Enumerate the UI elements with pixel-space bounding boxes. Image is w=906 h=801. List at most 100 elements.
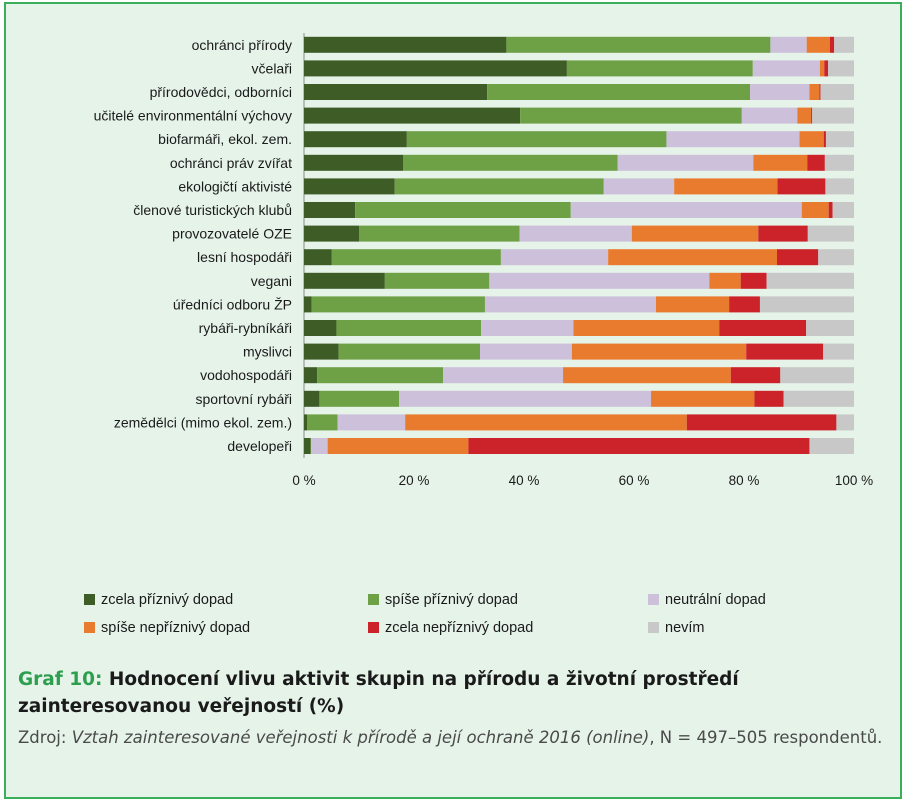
x-tick-label: 20 % [399,473,430,488]
category-label: ochránci přírody [192,37,292,53]
legend-label: zcela příznivý dopad [101,592,233,608]
bar-segment-4 [631,225,759,242]
bar-segment-4 [563,367,731,384]
legend-label: spíše nepříznivý dopad [101,620,250,636]
bar-segment-3 [337,414,406,431]
bar-segment-6 [834,36,854,53]
bar-segment-4 [327,438,469,454]
bar-segment-3 [741,107,798,124]
bar-segment-3 [603,178,675,195]
figure-caption: Graf 10: Hodnocení vlivu aktivit skupin … [18,666,884,752]
category-label: ochránci práv zvířat [170,155,292,171]
bar-segment-2 [520,107,742,124]
bar-segment-4 [797,107,812,124]
bar-segment-5 [719,320,807,336]
bar-segment-3 [480,343,572,360]
category-label: provozovatelé OZE [172,226,292,242]
bar-segment-6 [766,272,854,289]
bar-segment-2 [310,438,312,454]
legend-swatch [84,622,95,633]
bar-segment-2 [307,414,338,431]
stacked-bar-chart: ochránci přírody včelaři přírodovědci, odb… [84,33,873,636]
x-tick-label: 100 % [835,473,873,488]
bar-segment-5 [828,202,833,218]
bar-segment-5 [819,84,821,100]
bar-segment-1 [304,343,339,360]
legend-label: nevím [665,620,705,636]
bar-segment-6 [807,225,854,242]
bar-segment-1 [304,154,403,171]
caption-source-label: Zdroj: [18,728,67,747]
category-label: sportovní rybáři [196,391,292,407]
bar-segment-6 [806,320,854,336]
bar-segment-1 [304,60,567,77]
category-label: myslivci [243,344,292,360]
x-tick-label: 40 % [509,473,540,488]
bar-segment-3 [750,84,810,100]
bar-segment-2 [338,343,480,360]
category-label: přírodovědci, odborníci [150,84,292,100]
bar-segment-4 [819,60,825,77]
legend-swatch [368,594,379,605]
x-tick-label: 0 % [292,473,315,488]
caption-source: Zdroj: Vztah zainteresované veřejnosti k… [18,723,884,752]
bar-segment-5 [824,60,829,77]
bar-segment-5 [729,296,760,313]
bar-segment-1 [304,84,488,100]
legend-label: zcela nepříznivý dopad [385,620,533,636]
bar-segment-1 [304,178,395,195]
bar-segment-6 [836,414,854,431]
bar-segment-3 [489,272,710,289]
bar-segment-6 [780,367,854,384]
bar-segment-5 [777,249,819,266]
bar-segment-5 [823,131,826,148]
legend-swatch [84,594,95,605]
bar-segment-2 [487,84,751,100]
bar-segment-3 [570,202,802,218]
legend-label: neutrální dopad [665,592,766,608]
bar-segment-4 [806,36,830,53]
bar-segment-2 [311,296,485,313]
category-label: developeři [227,438,292,454]
legend-swatch [648,594,659,605]
bar-segment-4 [651,390,755,407]
bar-segment-4 [405,414,687,431]
bar-segment-1 [304,249,332,266]
bar-segment-5 [754,390,784,407]
bar-segment-3 [666,131,800,148]
bar-segment-3 [484,296,656,313]
bar-segment-6 [812,107,854,124]
bar-segment-2 [317,367,444,384]
bar-segment-2 [319,390,400,407]
bar-segment-5 [686,414,837,431]
bar-segment-6 [823,343,854,360]
bar-segment-1 [304,320,337,336]
bar-segment-1 [304,202,356,218]
bar-segment-2 [359,225,520,242]
bar-segment-2 [384,272,490,289]
bar-segment-6 [820,84,854,100]
category-label: vodohospodáři [200,367,292,383]
caption-source-rest: , N = 497–505 respondentů. [649,728,883,747]
bar-segment-6 [759,296,854,313]
bar-segment-2 [403,154,618,171]
bar-segment-5 [746,343,824,360]
bar-segment-2 [355,202,571,218]
bar-segment-2 [331,249,501,266]
bar-segment-1 [304,296,312,313]
bar-segment-1 [304,438,311,454]
bar-segment-3 [443,367,564,384]
category-label: zemědělci (mimo ekol. zem.) [114,414,292,430]
bar-segment-6 [783,390,854,407]
bar-segment-4 [571,343,747,360]
bar-segment-3 [481,320,574,336]
bar-segment-3 [519,225,632,242]
bar-segment-2 [394,178,604,195]
caption-title-block: Graf 10: Hodnocení vlivu aktivit skupin … [18,666,884,720]
legend-label: spíše příznivý dopad [385,592,518,608]
bar-segment-6 [824,154,854,171]
bar-segment-3 [752,60,820,77]
bar-segment-5 [740,272,767,289]
bar-segment-2 [336,320,482,336]
bar-segment-4 [608,249,777,266]
